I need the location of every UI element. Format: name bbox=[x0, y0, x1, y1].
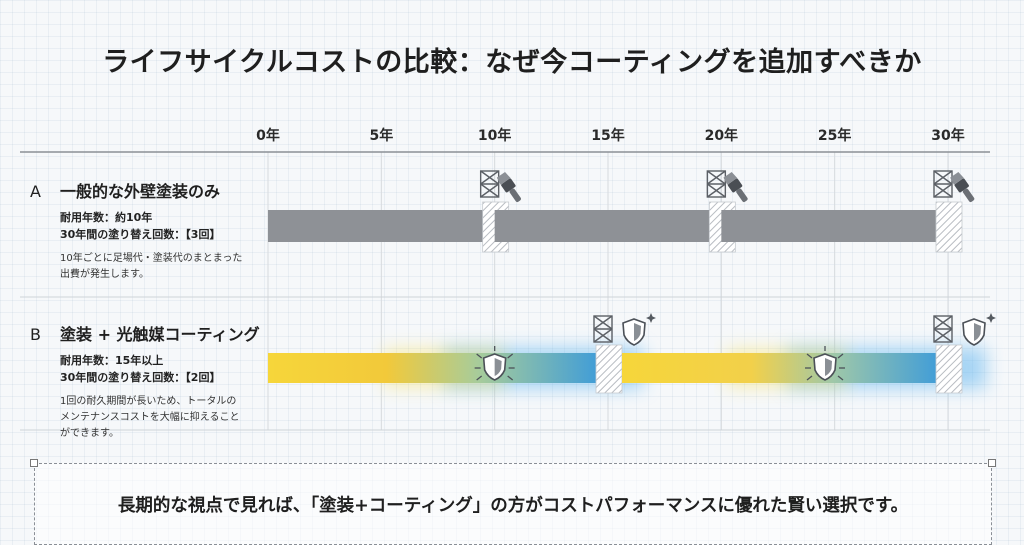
row-b-note-line: 1回の耐久期間が長いため、トータルの bbox=[60, 396, 237, 407]
row-b-note-line: メンテナンスコストを大幅に抑えること bbox=[60, 412, 240, 423]
sparkle-icon bbox=[986, 313, 996, 323]
x-tick-label: 0年 bbox=[256, 127, 280, 144]
shield-icon bbox=[805, 346, 845, 381]
row-b-letter: B bbox=[30, 325, 41, 344]
row-b-note-line: ができます。 bbox=[60, 428, 119, 439]
scaffold-icon bbox=[593, 315, 613, 343]
paint-brush-icon bbox=[496, 171, 521, 202]
x-tick-label: 20年 bbox=[705, 127, 738, 144]
scaffold-icon bbox=[933, 170, 953, 198]
row-a-letter: A bbox=[30, 182, 41, 201]
x-tick-label: 5年 bbox=[369, 127, 393, 144]
box-corner bbox=[30, 459, 38, 467]
bar-segment bbox=[494, 210, 720, 242]
x-tick-label: 10年 bbox=[478, 127, 511, 144]
repaint-hatch bbox=[935, 344, 963, 394]
scaffold-icon bbox=[933, 315, 953, 343]
row-a-bars bbox=[268, 170, 975, 253]
scaffold-icon bbox=[479, 170, 500, 198]
row-a-spec-lifespan: 耐用年数：約10年 bbox=[60, 211, 153, 224]
conclusion-text: 長期的な視点で見れば、「塗装+コーティング」の方がコストパフォーマンスに優れた賢… bbox=[117, 496, 909, 516]
x-tick-label: 30年 bbox=[931, 127, 964, 144]
paint-brush-icon bbox=[950, 171, 975, 202]
x-axis-ticks: 0年 5年 10年 15年 20年 25年 30年 bbox=[256, 127, 965, 144]
x-tick-label: 15年 bbox=[591, 127, 624, 144]
lifecycle-timeline: 0年 5年 10年 15年 20年 25年 30年 bbox=[20, 127, 996, 431]
shield-icon bbox=[962, 318, 986, 346]
bar-segment bbox=[268, 353, 606, 383]
box-corner bbox=[988, 459, 996, 467]
bar-segment bbox=[721, 210, 946, 242]
conclusion-box: 長期的な視点で見れば、「塗装+コーティング」の方がコストパフォーマンスに優れた賢… bbox=[30, 459, 996, 545]
row-a-label: A 一般的な外壁塗装のみ 耐用年数：約10年 30年間の塗り替え回数：【3回】 … bbox=[30, 178, 260, 283]
scaffold-icon bbox=[706, 170, 727, 198]
row-a-note-line: 出費が発生します。 bbox=[60, 269, 149, 280]
bar-segment bbox=[622, 353, 946, 383]
repaint-hatch bbox=[935, 201, 963, 253]
row-b-spec-count: 30年間の塗り替え回数：【2回】 bbox=[60, 371, 221, 384]
row-b-label: B 塗装 + 光触媒コーティング 耐用年数：15年以上 30年間の塗り替え回数：… bbox=[30, 321, 260, 442]
page-title: ライフサイクルコストの比較：なぜ今コーティングを追加すべきか bbox=[102, 47, 922, 78]
x-tick-label: 25年 bbox=[818, 127, 851, 144]
bar-segment bbox=[268, 210, 493, 242]
row-b-spec-lifespan: 耐用年数：15年以上 bbox=[60, 354, 164, 367]
sparkle-icon bbox=[646, 313, 656, 323]
shield-icon bbox=[622, 318, 646, 346]
row-b-bars bbox=[268, 313, 996, 394]
row-b-name: 塗装 + 光触媒コーティング bbox=[60, 325, 260, 344]
paint-brush-icon bbox=[723, 171, 748, 202]
shield-icon bbox=[474, 346, 515, 381]
repaint-hatch bbox=[595, 344, 623, 394]
row-a-note-line: 10年ごとに足場代・塗装代のまとまった bbox=[60, 253, 243, 264]
row-a-name: 一般的な外壁塗装のみ bbox=[60, 182, 221, 201]
row-a-spec-count: 30年間の塗り替え回数：【3回】 bbox=[60, 228, 221, 241]
